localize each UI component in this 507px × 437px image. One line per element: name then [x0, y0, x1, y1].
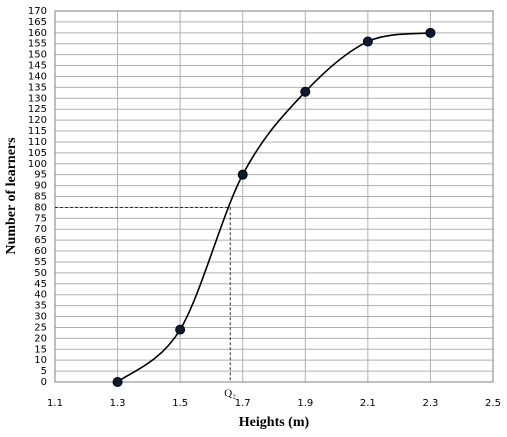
y-axis-label: Number of learners	[4, 137, 19, 255]
x-tick-label: 1.5	[172, 398, 188, 409]
y-tick-label: 135	[28, 82, 47, 93]
point	[175, 324, 186, 335]
y-tick-label: 30	[34, 312, 47, 323]
y-tick-label: 65	[34, 235, 47, 246]
annotation-line	[55, 207, 231, 382]
y-tick-label: 100	[28, 159, 47, 170]
point	[425, 27, 436, 38]
y-tick-label: 170	[28, 6, 47, 17]
y-tick-label: 115	[28, 126, 47, 137]
point	[237, 169, 248, 180]
y-tick-label: 130	[28, 93, 47, 104]
x-axis-label: Heights (m)	[239, 415, 310, 430]
y-tick-label: 45	[34, 279, 47, 290]
y-tick-label: 5	[41, 366, 47, 377]
x-tick-label: 2.3	[422, 398, 438, 409]
y-tick-label: 165	[28, 17, 47, 28]
y-tick-label: 55	[34, 257, 47, 268]
x-tick-label: 1.7	[235, 398, 251, 409]
y-tick-label: 10	[34, 355, 47, 366]
y-tick-label: 140	[28, 71, 47, 82]
y-tick-label: 40	[34, 290, 47, 301]
y-tick-label: 50	[34, 268, 47, 279]
point	[300, 86, 311, 97]
y-tick-label: 145	[28, 61, 47, 72]
x-tick-label: 1.3	[110, 398, 126, 409]
x-tick-label: 1.9	[297, 398, 313, 409]
y-tick-label: 15	[34, 344, 47, 355]
point	[112, 377, 123, 387]
x-tick-label: 2.5	[485, 398, 501, 409]
y-tick-label: 60	[34, 246, 47, 257]
y-tick-label: 120	[28, 115, 47, 126]
y-tick-label: 80	[34, 202, 47, 213]
y-tick-label: 35	[34, 301, 47, 312]
y-tick-label: 70	[34, 224, 47, 235]
y-tick-label: 155	[28, 39, 47, 50]
x-tick-label: 2.1	[360, 398, 376, 409]
y-tick-label: 20	[34, 333, 47, 344]
y-tick-label: 110	[28, 137, 47, 148]
y-tick-label: 95	[34, 170, 47, 181]
y-tick-label: 90	[34, 181, 47, 192]
plot-frame	[54, 10, 494, 383]
point	[362, 36, 373, 47]
y-tick-label: 150	[28, 50, 47, 61]
y-tick-label: 25	[34, 322, 47, 333]
y-tick-label: 125	[28, 104, 47, 115]
x-tick-label: 1.1	[47, 398, 63, 409]
y-tick-label: 75	[34, 213, 47, 224]
y-tick-label: 160	[28, 28, 47, 39]
annotation-label: Q₂	[224, 388, 236, 400]
y-tick-label: 105	[28, 148, 47, 159]
y-tick-label: 0	[41, 377, 47, 388]
y-tick-label: 85	[34, 192, 47, 203]
